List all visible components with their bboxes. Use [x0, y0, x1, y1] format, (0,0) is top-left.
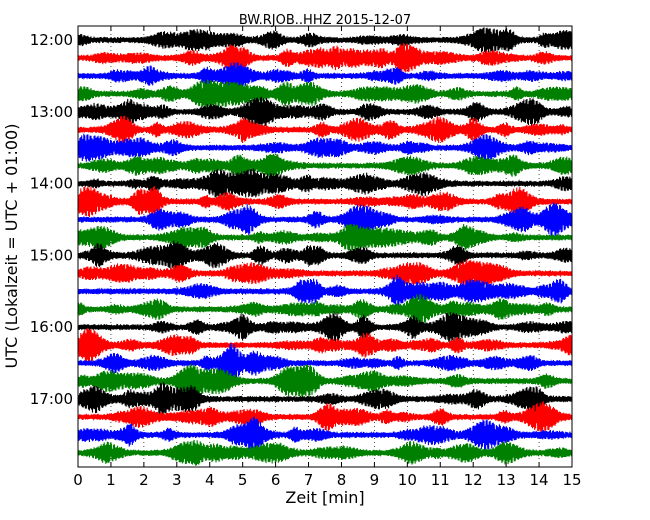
trace-1315: [77, 115, 573, 144]
trace-1515: [77, 259, 573, 288]
x-tick-label: 15: [562, 471, 581, 489]
x-tick-label: 2: [139, 471, 149, 489]
y-axis-label: UTC (Lokalzeit = UTC + 01:00): [2, 124, 21, 369]
x-tick-label: 4: [205, 471, 215, 489]
trace-1630: [77, 342, 573, 383]
x-tick-label: 9: [370, 471, 380, 489]
trace-1745: [77, 440, 573, 466]
x-tick-label: 8: [337, 471, 347, 489]
trace-1245: [77, 79, 573, 109]
chart-title: BW.RJOB..HHZ 2015-12-07: [239, 13, 411, 28]
trace-1545: [77, 294, 573, 325]
trace-1615: [77, 327, 573, 363]
seismic-traces: [77, 27, 573, 466]
trace-1445: [77, 223, 573, 252]
trace-1300: [77, 96, 573, 127]
trace-1600: [77, 311, 573, 343]
y-tick-label: 14:00: [30, 175, 73, 193]
y-tick-label: 13:00: [30, 103, 73, 121]
x-tick-label: 14: [530, 471, 549, 489]
x-tick-label: 1: [106, 471, 116, 489]
y-tick-label: 16:00: [30, 318, 73, 336]
x-axis-label: Zeit [min]: [285, 488, 364, 507]
trace-1530: [77, 274, 573, 308]
trace-1500: [77, 240, 573, 272]
x-tick-label: 5: [238, 471, 248, 489]
y-tick-label: 12:00: [30, 31, 73, 49]
x-tick-label: 11: [431, 471, 450, 489]
x-tick-label: 6: [271, 471, 281, 489]
trace-1230: [77, 62, 573, 91]
x-tick-label: 0: [73, 471, 83, 489]
trace-1430: [77, 202, 573, 238]
x-tick-label: 7: [304, 471, 314, 489]
y-tick-label: 17:00: [30, 390, 73, 408]
trace-1330: [77, 133, 573, 162]
trace-1415: [77, 185, 573, 218]
y-tick-label: 15:00: [30, 246, 73, 264]
trace-1715: [77, 401, 573, 432]
trace-1200: [77, 27, 573, 54]
trace-1215: [77, 43, 573, 73]
plot-frame: [77, 25, 573, 468]
trace-1345: [77, 153, 573, 179]
x-tick-label: 12: [464, 471, 483, 489]
x-tick-label: 3: [172, 471, 182, 489]
x-tick-label: 13: [497, 471, 516, 489]
x-tick-label: 10: [398, 471, 417, 489]
axis-ticks: 0 1 2 3 4 5 6 7 8 9 10 11 12 13 14 1512:0013:0014:0015:…: [30, 26, 582, 489]
trace-1645: [77, 363, 573, 398]
trace-1400: [77, 168, 573, 198]
trace-1730: [77, 416, 573, 454]
trace-1700: [77, 382, 573, 416]
